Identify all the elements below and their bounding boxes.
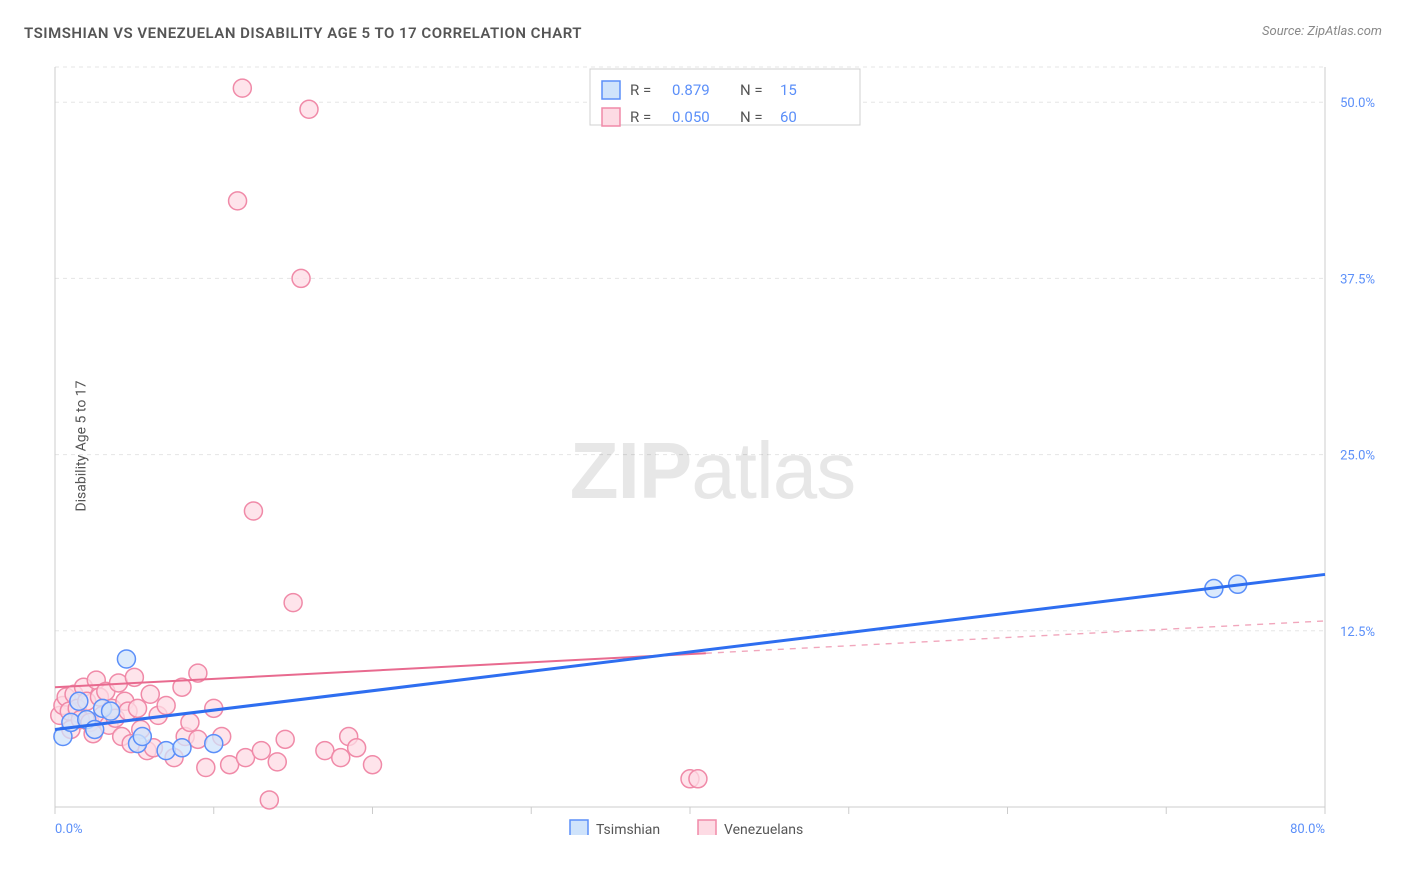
svg-text:Venezuelans: Venezuelans <box>724 822 803 835</box>
chart-title: TSIMSHIAN VS VENEZUELAN DISABILITY AGE 5… <box>24 24 582 42</box>
svg-text:0.050: 0.050 <box>672 108 710 126</box>
svg-text:12.5%: 12.5% <box>1340 625 1375 640</box>
svg-text:Tsimshian: Tsimshian <box>596 822 660 835</box>
svg-text:N =: N = <box>740 108 763 126</box>
svg-text:50.0%: 50.0% <box>1340 96 1375 111</box>
svg-text:15: 15 <box>780 81 797 99</box>
svg-text:R =: R = <box>630 108 651 126</box>
chart-container: ZIPatlas 0.0%80.0%12.5%25.0%37.5%50.0%R … <box>45 55 1380 835</box>
svg-text:37.5%: 37.5% <box>1340 272 1375 287</box>
svg-text:80.0%: 80.0% <box>1290 822 1325 835</box>
scatter-chart: 0.0% 80.0% 12.5% 25.0% 37.5% 50.0% R = 0.879 N =… <box>45 55 1380 835</box>
svg-text:N =: N = <box>740 81 763 99</box>
svg-text:0.0%: 0.0% <box>55 822 83 835</box>
svg-text:60: 60 <box>780 108 797 126</box>
source-attribution: Source: ZipAtlas.com <box>1262 24 1382 39</box>
svg-text:25.0%: 25.0% <box>1340 449 1375 464</box>
svg-text:R =: R = <box>630 81 651 99</box>
svg-text:0.879: 0.879 <box>672 81 710 99</box>
